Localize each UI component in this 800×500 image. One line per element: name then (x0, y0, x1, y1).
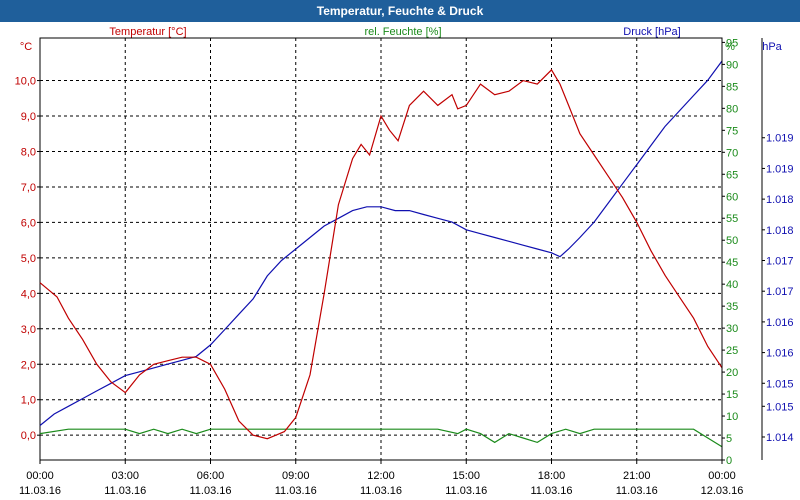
temperature-tick-label: 1,0 (21, 395, 36, 407)
pressure-unit-label: hPa (762, 41, 782, 53)
date-tick-label: 11.03.16 (530, 485, 572, 497)
pressure-tick-label: 1.015 (766, 378, 794, 390)
humidity-tick-label: 35 (726, 301, 738, 313)
time-tick-label: 00:00 (26, 470, 54, 482)
pressure-tick-label: 1.017 (766, 256, 794, 268)
humidity-line (39, 428, 723, 448)
humidity-tick-label: 40 (726, 279, 738, 291)
humidity-tick-label: 80 (726, 103, 738, 115)
date-tick-label: 11.03.16 (189, 485, 231, 497)
humidity-tick-label: 75 (726, 125, 738, 137)
date-tick-label: 11.03.16 (19, 485, 61, 497)
humidity-tick-label: 25 (726, 345, 738, 357)
time-tick-label: 21:00 (623, 470, 651, 482)
time-tick-label: 15:00 (452, 470, 480, 482)
pressure-tick-label: 1.014 (766, 432, 794, 444)
humidity-tick-label: 5 (726, 433, 732, 445)
pressure-legend: Druck [hPa] (623, 26, 680, 38)
date-tick-label: 11.03.16 (616, 485, 658, 497)
humidity-tick-label: 70 (726, 147, 738, 159)
time-tick-label: 00:00 (708, 470, 736, 482)
pressure-tick-label: 1.016 (766, 348, 794, 360)
temperature-tick-label: 4,0 (21, 288, 36, 300)
temperature-tick-label: 9,0 (21, 111, 36, 123)
humidity-unit-label: % (725, 41, 735, 53)
humidity-legend: rel. Feuchte [%] (364, 26, 441, 38)
grid-lines (40, 38, 722, 460)
humidity-tick-label: 90 (726, 59, 738, 71)
humidity-tick-label: 30 (726, 323, 738, 335)
time-tick-label: 12:00 (367, 470, 395, 482)
humidity-tick-label: 20 (726, 367, 738, 379)
temperature-tick-label: 6,0 (21, 217, 36, 229)
date-tick-label: 11.03.16 (360, 485, 402, 497)
humidity-tick-label: 60 (726, 191, 738, 203)
date-tick-label: 11.03.16 (104, 485, 146, 497)
pressure-tick-label: 1.018 (766, 225, 794, 237)
humidity-tick-label: 45 (726, 257, 738, 269)
humidity-axis: 0 5 10 15 20 25 30 35 40 45 50 55 60 65 70 75 80 85 90 95 (721, 37, 738, 467)
temperature-tick-label: 7,0 (21, 182, 36, 194)
humidity-tick-label: 65 (726, 169, 738, 181)
temperature-tick-label: 2,0 (21, 359, 36, 371)
humidity-tick-label: 85 (726, 81, 738, 93)
pressure-tick-label: 1.015 (766, 401, 794, 413)
humidity-tick-label: 0 (726, 455, 732, 467)
pressure-axis: 1.014 1.015 1.015 1.016 1.016 1.017 1.017 1.018… (761, 38, 794, 460)
temperature-tick-label: 8,0 (21, 146, 36, 158)
time-tick-label: 18:00 (538, 470, 566, 482)
temperature-axis: 0,0 1,0 2,0 3,0 4,0 5,0 6,0 7,0 8,0 9,0 10,0 (15, 76, 40, 442)
pressure-tick-label: 1.017 (766, 286, 794, 298)
temperature-line (39, 68, 723, 440)
time-tick-label: 03:00 (111, 470, 139, 482)
humidity-tick-label: 50 (726, 235, 738, 247)
humidity-tick-label: 55 (726, 213, 738, 225)
pressure-tick-label: 1.016 (766, 317, 794, 329)
humidity-tick-label: 15 (726, 389, 738, 401)
series-lines (39, 60, 723, 448)
temperature-tick-label: 5,0 (21, 253, 36, 265)
temperature-legend: Temperatur [°C] (109, 26, 186, 38)
pressure-tick-label: 1.018 (766, 194, 794, 206)
date-tick-label: 11.03.16 (275, 485, 317, 497)
temperature-tick-label: 0,0 (21, 430, 36, 442)
temperature-tick-label: 3,0 (21, 324, 36, 336)
temperature-tick-label: 10,0 (15, 76, 36, 88)
pressure-line (39, 60, 723, 426)
pressure-tick-label: 1.019 (766, 133, 794, 145)
humidity-tick-label: 10 (726, 411, 738, 423)
date-tick-label: 11.03.16 (445, 485, 487, 497)
time-axis: 00:00 11.03.16 03:00 11.03.16 06:00 11.03.16 0… (19, 460, 743, 497)
humidity-tick-label: 95 (726, 37, 738, 49)
window-title: Temperatur, Feuchte & Druck (0, 0, 800, 22)
time-tick-label: 06:00 (197, 470, 225, 482)
date-tick-label: 12.03.16 (701, 485, 744, 497)
time-tick-label: 09:00 (282, 470, 310, 482)
temperature-unit-label: °C (20, 41, 32, 53)
pressure-tick-label: 1.019 (766, 163, 794, 175)
